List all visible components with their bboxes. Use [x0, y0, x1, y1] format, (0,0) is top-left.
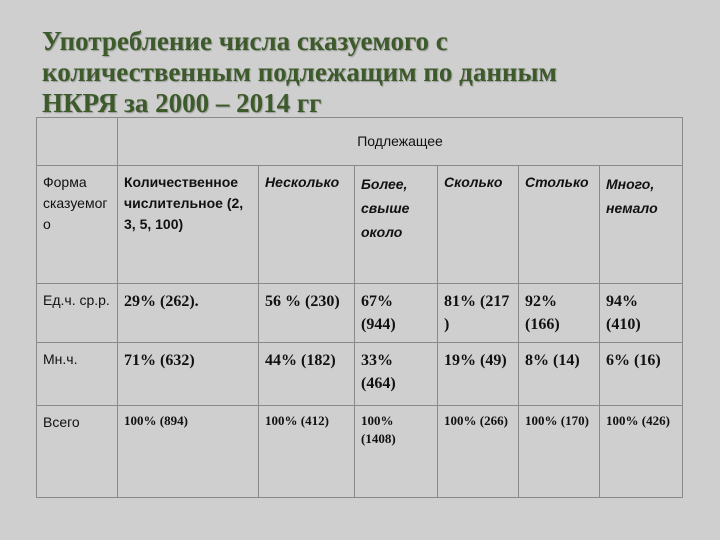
table-row: Ед.ч. ср.р. 29% (262). 56 % (230) 67% (944)… — [36, 283, 684, 343]
table-cell: 29% (262). — [117, 283, 259, 343]
row-header: Ед.ч. ср.р. — [36, 283, 118, 343]
table-cell: 100% (412) — [258, 405, 355, 498]
title-line: НКРЯ за 2000 – 2014 гг — [42, 88, 322, 118]
table-cell: 100% (266) — [437, 405, 519, 498]
table-cell: 81% (217 ) — [437, 283, 519, 343]
table-cell — [36, 117, 118, 166]
column-header: Форма сказуемого — [36, 165, 118, 284]
table-row: Форма сказуемого Количественное числитель… — [36, 165, 684, 284]
table-cell: 94% (410) — [598, 283, 684, 343]
column-header: Количественное числительное (2, 3, 5, 10… — [117, 165, 259, 284]
table-cell: 33% (464) — [354, 342, 438, 406]
table-cell: 44% (182) — [258, 342, 355, 406]
column-header: Много, немало — [598, 165, 684, 284]
row-header: Всего — [36, 405, 118, 498]
table-row: Подлежащее — [36, 117, 684, 166]
table-cell: 100% (426) — [598, 405, 684, 498]
column-header: Сколько — [437, 165, 519, 284]
table-row: Всего 100% (894) 100% (412) 100% (1408) 100%… — [36, 405, 684, 498]
table-cell: 71% (632) — [117, 342, 259, 406]
table-cell: 56 % (230) — [258, 283, 355, 343]
slide-title: Употребление числа сказуемого с количеств… — [42, 26, 702, 119]
title-line: количественным подлежащим по данным — [42, 57, 557, 87]
title-line: Употребление числа сказуемого с — [42, 26, 448, 56]
table-cell: 6% (16) — [598, 342, 684, 406]
table-cell: 19% (49) — [437, 342, 519, 406]
table-cell: 100% (894) — [117, 405, 259, 498]
table-cell: 67% (944) — [354, 283, 438, 343]
table-cell: 8% (14) — [518, 342, 600, 406]
column-header: Несколько — [258, 165, 355, 284]
column-header: Столько — [518, 165, 600, 284]
table-cell: 100% (170) — [518, 405, 600, 498]
column-header: Более, свыше около — [354, 165, 438, 284]
group-header: Подлежащее — [116, 117, 684, 166]
table-cell: 100% (1408) — [354, 405, 438, 498]
table-cell: 92% (166) — [518, 283, 600, 343]
table-row: Мн.ч. 71% (632) 44% (182) 33% (464) 19% (49)… — [36, 342, 684, 406]
row-header: Мн.ч. — [36, 342, 118, 406]
data-table: Подлежащее Форма сказуемого Количественное… — [36, 117, 684, 498]
